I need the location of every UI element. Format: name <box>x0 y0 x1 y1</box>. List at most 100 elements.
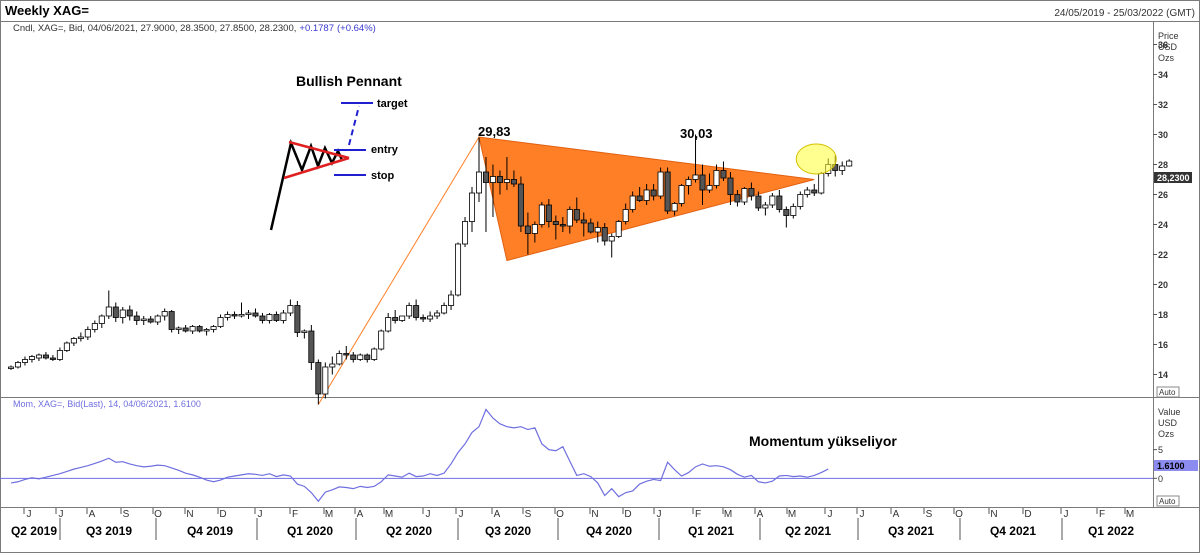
candle-body <box>77 336 84 339</box>
quarter-label: Q3 2019 <box>86 524 132 538</box>
price-tick-label: 30 <box>1158 130 1168 140</box>
candle-body <box>636 195 643 201</box>
candle-body <box>678 185 685 204</box>
peak-label-1: 29,83 <box>478 124 511 139</box>
candle-body <box>42 354 49 359</box>
month-label: S <box>123 509 130 520</box>
candle-body <box>692 174 699 180</box>
candle-body <box>315 362 322 395</box>
candle-body <box>280 312 287 321</box>
auto-button-momentum[interactable] <box>1156 495 1180 507</box>
candle-body <box>510 179 517 185</box>
price-tick-label: 36 <box>1158 40 1168 50</box>
candle-body <box>140 318 147 321</box>
pennant-title: Bullish Pennant <box>296 73 402 89</box>
candle-body <box>783 209 790 216</box>
candle-body <box>804 189 811 195</box>
candle-body <box>357 354 364 360</box>
month-label: O <box>556 509 564 520</box>
candle-body <box>734 194 741 203</box>
month-label: A <box>757 509 764 520</box>
candle-body <box>594 227 601 233</box>
candle-body <box>482 171 489 183</box>
month-label: J <box>828 509 833 520</box>
candle-body <box>706 185 713 191</box>
pennant-schematic: Bullish Pennant target entry stop <box>269 73 408 231</box>
candle-body <box>413 305 420 318</box>
candle-body <box>392 317 399 321</box>
candle-body <box>448 294 455 306</box>
price-axis-label: Price USD Ozs <box>1158 31 1181 63</box>
candle-body <box>189 326 196 332</box>
candle-body <box>664 171 671 212</box>
month-label: M <box>788 509 796 520</box>
candle-body <box>210 326 217 330</box>
month-label: N <box>591 509 598 520</box>
legend-ohlc: Cndl, XAG=, Bid, 04/06/2021, 27.9000, 28… <box>13 23 296 34</box>
candle-body <box>462 221 469 245</box>
candle-body <box>336 353 343 365</box>
candle-body <box>755 195 762 209</box>
candle-body <box>427 315 434 320</box>
current-momentum-label: 1.6100 <box>1157 461 1185 471</box>
auto-button-price[interactable] <box>1156 386 1180 398</box>
candle-body <box>343 353 350 356</box>
auto-button-price-label: Auto <box>1159 388 1176 397</box>
quarter-label: Q2 2020 <box>386 524 432 538</box>
candle-body <box>769 195 776 206</box>
candle-body <box>56 350 63 360</box>
candle-body <box>399 315 406 321</box>
candle-body <box>531 224 538 234</box>
candle-body <box>112 306 119 318</box>
month-label: M <box>325 509 333 520</box>
candle-body <box>748 188 755 197</box>
candle-body <box>217 317 224 327</box>
candle-body <box>573 209 580 221</box>
candle-body <box>559 224 566 227</box>
candle-body <box>643 189 650 201</box>
candle-body <box>21 359 28 363</box>
entry-label: entry <box>371 144 399 156</box>
month-label: F <box>1099 509 1105 520</box>
candle-body <box>727 177 734 195</box>
candle-body <box>657 171 664 197</box>
candle-body <box>119 309 126 318</box>
candle-body <box>294 305 301 333</box>
month-label: D <box>1024 509 1031 520</box>
candle-body <box>566 209 573 227</box>
candle-body <box>741 188 748 203</box>
candle-body <box>776 195 783 210</box>
legend-change: +0.1787 <box>299 23 334 34</box>
candle-body <box>224 314 231 318</box>
candle-body <box>699 174 706 191</box>
candle-body <box>301 330 308 333</box>
month-label: A <box>357 509 364 520</box>
momentum-axis-label: Value USD Ozs <box>1158 407 1183 439</box>
candle-body <box>329 363 336 368</box>
price-axis-label-line: USD <box>1158 42 1178 52</box>
pennant-lower-line <box>283 156 350 180</box>
candle-body <box>266 314 273 321</box>
candle-body <box>671 203 678 212</box>
candle-body <box>133 315 140 321</box>
momentum-legend: Mom, XAG=, Bid(Last), 14, 04/06/2021, 1.… <box>13 399 201 409</box>
candle-body <box>713 170 720 186</box>
candle-body <box>385 317 392 332</box>
quarter-label: Q2 2021 <box>785 524 831 538</box>
quarter-label: Q4 2019 <box>187 524 233 538</box>
candle-body <box>70 338 77 344</box>
candle-body <box>350 354 357 360</box>
legend-pct: (+0.64%) <box>337 23 376 34</box>
candle-body <box>98 315 105 324</box>
candle-body <box>496 176 503 183</box>
price-tick-label: 18 <box>1158 310 1168 320</box>
momentum-axis-label-line: USD <box>1158 418 1178 428</box>
month-label: S <box>525 509 532 520</box>
price-tick-label: 26 <box>1158 190 1168 200</box>
candle-body <box>161 311 168 317</box>
candle-body <box>608 236 615 242</box>
month-label: J <box>27 509 32 520</box>
quarter-label: Q1 2021 <box>688 524 734 538</box>
candle-body <box>434 312 441 317</box>
breakout-highlight <box>795 143 837 175</box>
